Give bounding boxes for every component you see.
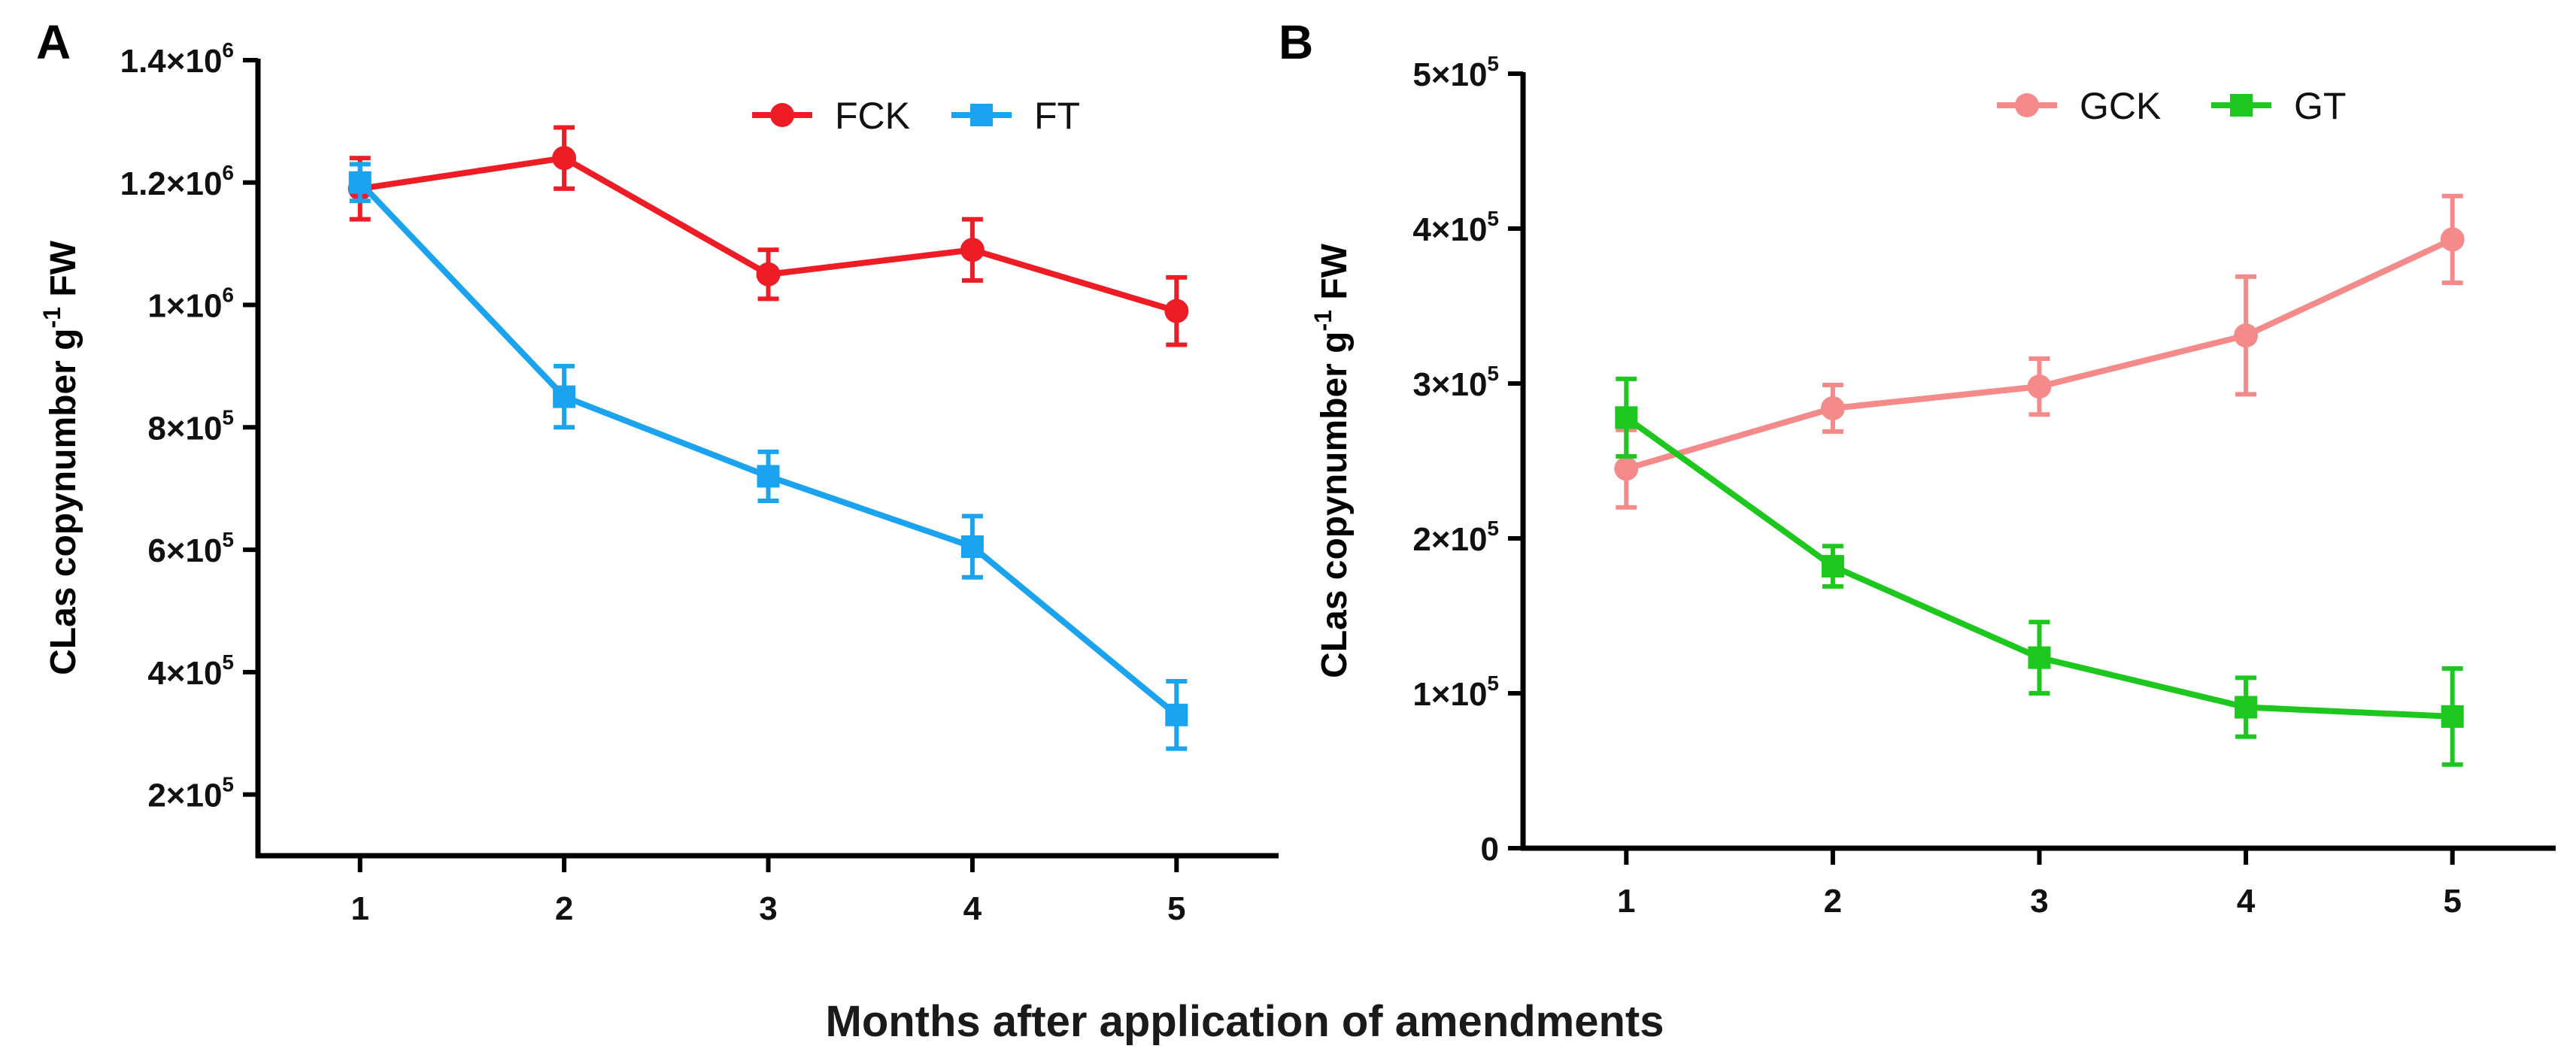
data-point-GT [2028, 646, 2051, 669]
y-tick-label: 4×105 [147, 650, 234, 692]
legend-label-GT: GT [2294, 85, 2346, 127]
data-point-GT [2441, 705, 2464, 728]
panel-letter: A [36, 15, 71, 69]
y-tick-label: 2×105 [1412, 517, 1499, 558]
x-tick-label: 3 [2030, 883, 2048, 920]
data-point-GT [2235, 696, 2258, 719]
legend-marker-FCK [770, 103, 794, 127]
panel-letter: B [1279, 15, 1313, 69]
y-tick-label: 5×105 [1412, 52, 1499, 93]
legend-label-FT: FT [1034, 95, 1080, 137]
y-tick-label: 6×105 [147, 528, 234, 569]
y-tick-label: 0 [1481, 831, 1499, 868]
data-point-GT [1821, 555, 1844, 578]
x-tick-label: 2 [1824, 883, 1842, 920]
y-tick-label: 3×105 [1412, 362, 1499, 403]
legend-marker-FT [970, 104, 993, 126]
x-tick-label: 4 [963, 890, 982, 927]
panel-a: A 2×105 4×105 6×105 8×105 1×106 1.2×106 1.4×106… [36, 15, 1279, 927]
x-tick-label: 5 [1167, 890, 1185, 927]
x-tick-label: 1 [1617, 883, 1635, 920]
y-tick-label: 1×106 [147, 283, 234, 325]
x-axis-title: Months after application of amendments [826, 997, 1664, 1046]
y-tick-label: 1.4×106 [120, 38, 234, 80]
data-point-GCK [1820, 396, 1845, 420]
x-tick-label: 3 [759, 890, 777, 927]
x-tick-label: 4 [2237, 883, 2256, 920]
data-point-GCK [1614, 456, 1639, 481]
series-line-GCK [1625, 236, 2454, 472]
data-point-FT [757, 465, 780, 488]
data-point-FT [553, 385, 576, 408]
data-point-FCK [960, 238, 985, 262]
x-tick-label: 1 [350, 890, 369, 927]
data-point-FT [1165, 703, 1188, 726]
data-point-FT [960, 535, 984, 559]
y-tick-label: 4×105 [1412, 207, 1499, 248]
y-tick-label: 1×105 [1412, 671, 1499, 713]
data-point-GT [1615, 406, 1638, 429]
legend-marker-GT [2230, 94, 2253, 117]
legend-label-FCK: FCK [835, 95, 910, 137]
data-point-FCK [756, 262, 781, 286]
y-tick-label: 1.2×106 [120, 161, 234, 202]
y-axis-title: CLas copynumber g-1 FW [38, 240, 83, 675]
x-tick-label: 5 [2443, 883, 2461, 920]
data-point-GCK [2440, 227, 2465, 252]
y-tick-label: 8×105 [147, 405, 234, 447]
y-tick-label: 2×105 [147, 773, 234, 814]
data-point-FCK [1164, 299, 1189, 323]
data-point-FT [348, 171, 372, 194]
x-tick-label: 2 [555, 890, 573, 927]
legend-label-GCK: GCK [2080, 85, 2161, 127]
panel-b: B 0 1×105 2×105 3×105 4×105 5×105 1 2 3 4 5 CLas cop… [1279, 15, 2556, 920]
data-point-GCK [2027, 374, 2052, 399]
data-point-FCK [552, 146, 577, 171]
y-axis-title: CLas copynumber g-1 FW [1309, 243, 1355, 678]
legend-marker-GCK [2015, 93, 2039, 117]
data-point-GCK [2234, 323, 2259, 348]
